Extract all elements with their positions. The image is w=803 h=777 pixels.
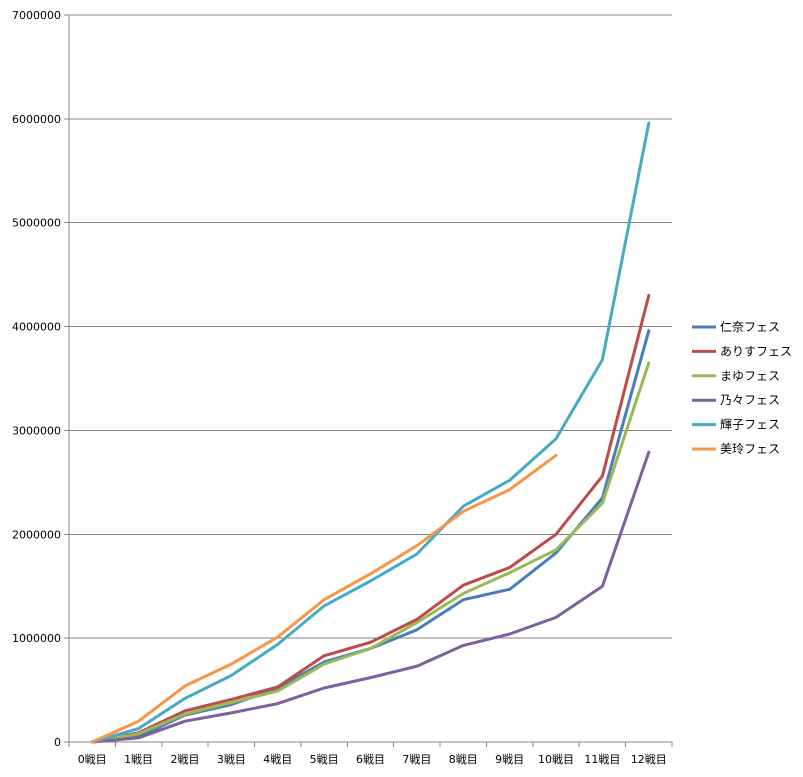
y-tick-label: 7000000 <box>12 9 61 22</box>
series-line <box>90 361 651 744</box>
y-tick-label: 6000000 <box>12 113 61 126</box>
series-line <box>90 453 558 744</box>
x-tick-label: 9戦目 <box>495 753 524 766</box>
x-tick-label: 0戦目 <box>78 753 107 766</box>
x-tick-label: 10戦目 <box>538 753 574 766</box>
x-tick-label: 7戦目 <box>402 753 431 766</box>
y-tick-label: 1000000 <box>12 632 61 645</box>
legend-label: 仁奈フェス <box>720 320 780 334</box>
y-tick-label: 3000000 <box>12 424 61 437</box>
legend-label: 乃々フェス <box>720 393 780 407</box>
series-line <box>90 329 651 744</box>
y-tick-label: 2000000 <box>12 528 61 541</box>
legend-label: ありすフェス <box>720 344 792 358</box>
x-tick-label: 11戦目 <box>584 753 620 766</box>
y-tick-label: 0 <box>54 736 61 749</box>
x-tick-label: 3戦目 <box>217 753 246 766</box>
x-tick-label: 2戦目 <box>170 753 199 766</box>
legend-label: まゆフェス <box>720 369 780 383</box>
legend-label: 美玲フェス <box>720 442 780 456</box>
x-tick-label: 8戦目 <box>449 753 478 766</box>
series-line <box>90 293 651 744</box>
x-tick-label: 5戦目 <box>310 753 339 766</box>
y-tick-label: 4000000 <box>12 321 61 334</box>
legend-label: 輝子フェス <box>720 418 780 432</box>
series-line <box>90 450 651 744</box>
x-tick-label: 4戦目 <box>263 753 292 766</box>
x-tick-label: 1戦目 <box>124 753 153 766</box>
x-tick-label: 6戦目 <box>356 753 385 766</box>
y-tick-label: 5000000 <box>12 217 61 230</box>
series-line <box>90 121 651 744</box>
x-tick-label: 12戦目 <box>631 753 667 766</box>
